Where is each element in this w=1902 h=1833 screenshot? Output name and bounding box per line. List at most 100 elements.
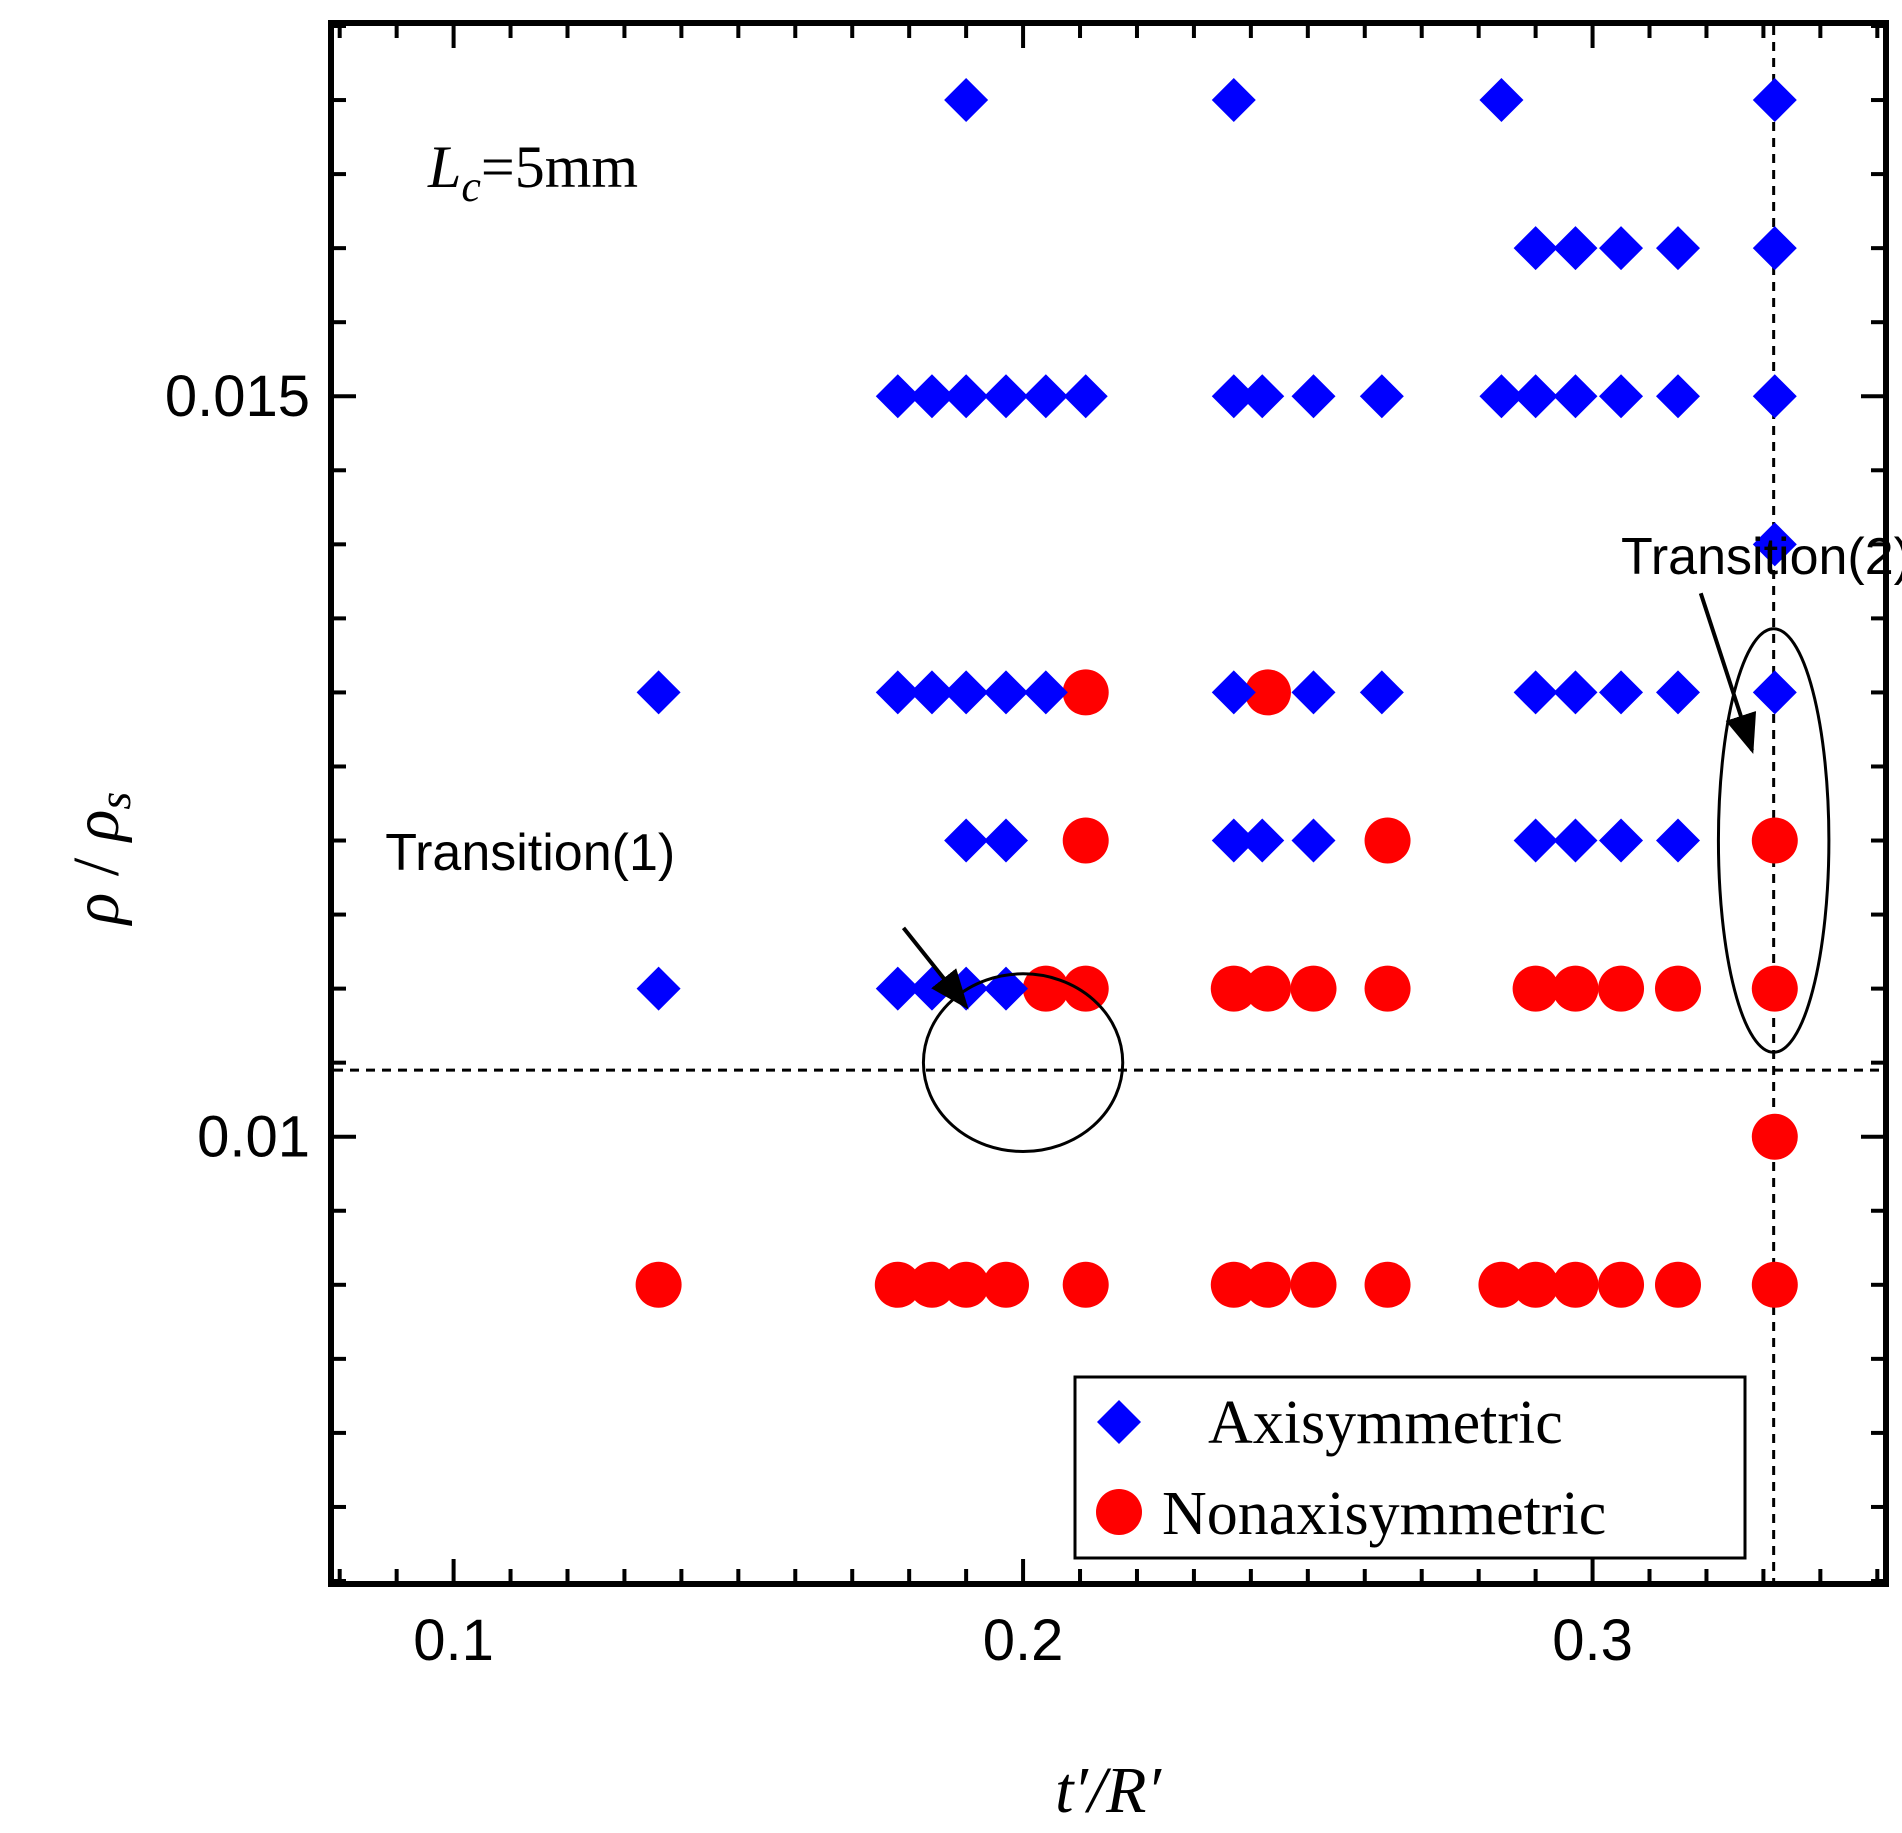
axisymmetric-point — [1655, 226, 1700, 271]
axisymmetric-point — [1752, 78, 1797, 123]
nonaxisymmetric-point — [1210, 1261, 1257, 1308]
nonaxisymmetric-point — [1512, 965, 1559, 1012]
axisymmetric-point — [1211, 374, 1256, 419]
axisymmetric-point — [1655, 670, 1700, 715]
y-tick-label: 0.01 — [197, 1105, 310, 1170]
axisymmetric-point — [1599, 818, 1644, 863]
legend-marker-nonaxisymmetric — [1096, 1489, 1142, 1535]
transition-1-label: Transition(1) — [385, 824, 675, 882]
axisymmetric-point — [1023, 374, 1068, 419]
axisymmetric-point — [1655, 374, 1700, 419]
plot-frame — [328, 20, 1889, 1587]
nonaxisymmetric-point — [1062, 817, 1109, 864]
axisymmetric-point — [1513, 226, 1558, 271]
nonaxisymmetric-point — [1654, 1261, 1701, 1308]
tick-marks — [334, 24, 1883, 1583]
nonaxisymmetric-point — [1364, 817, 1411, 864]
nonaxisymmetric-point — [982, 1261, 1029, 1308]
nonaxisymmetric-point — [1364, 1261, 1411, 1308]
axisymmetric-point — [1752, 670, 1797, 715]
axisymmetric-point — [1599, 226, 1644, 271]
nonaxisymmetric-point — [1598, 1261, 1645, 1308]
axisymmetric-point — [1599, 670, 1644, 715]
nonaxisymmetric-point — [1062, 669, 1109, 716]
axisymmetric-point — [1211, 78, 1256, 123]
transition-1-ellipse — [921, 972, 1125, 1154]
axisymmetric-point — [1513, 818, 1558, 863]
transition-2-arrow — [1698, 592, 1757, 754]
axisymmetric-point — [1211, 670, 1256, 715]
y-axis-title: ρ / ρs — [60, 792, 140, 927]
axisymmetric-point — [1553, 818, 1598, 863]
axisymmetric-point — [944, 78, 989, 123]
legend: Axisymmetric Nonaxisymmetric — [1073, 1375, 1747, 1560]
axisymmetric-point — [909, 374, 954, 419]
nonaxisymmetric-point — [1062, 965, 1109, 1012]
nonaxisymmetric-point — [1598, 965, 1645, 1012]
axisymmetric-point — [875, 966, 920, 1011]
axisymmetric-point — [1291, 818, 1336, 863]
axisymmetric-point — [1359, 670, 1404, 715]
axisymmetric-point — [1655, 818, 1700, 863]
x-axis-title: t′/R′ — [1055, 1754, 1162, 1827]
nonaxisymmetric-point — [1512, 1261, 1559, 1308]
nonaxisymmetric-point — [1751, 965, 1798, 1012]
axisymmetric-point — [1291, 374, 1336, 419]
nonaxisymmetric-point — [1751, 817, 1798, 864]
axisymmetric-point — [875, 374, 920, 419]
nonaxisymmetric-point — [1244, 669, 1291, 716]
transition-2-ellipse — [1716, 627, 1831, 1054]
data-points — [635, 78, 1798, 1308]
x-tick-label: 0.2 — [983, 1608, 1064, 1673]
nonaxisymmetric-point — [635, 1261, 682, 1308]
axisymmetric-point — [1553, 226, 1598, 271]
axisymmetric-point — [1291, 670, 1336, 715]
transition-2-label: Transition(2) — [1621, 528, 1902, 586]
nonaxisymmetric-point — [943, 1261, 990, 1308]
axisymmetric-point — [1023, 670, 1068, 715]
nonaxisymmetric-point — [1244, 965, 1291, 1012]
axisymmetric-point — [1553, 670, 1598, 715]
axisymmetric-point — [944, 670, 989, 715]
axisymmetric-point — [1513, 374, 1558, 419]
reference-lines — [334, 26, 1883, 1581]
nonaxisymmetric-point — [874, 1261, 921, 1308]
axisymmetric-point — [1211, 818, 1256, 863]
condition-label: Lc=5mm — [427, 134, 638, 211]
nonaxisymmetric-point — [1210, 965, 1257, 1012]
axisymmetric-point — [1240, 374, 1285, 419]
legend-label-axisymmetric: Axisymmetric — [1208, 1389, 1563, 1457]
nonaxisymmetric-point — [1364, 965, 1411, 1012]
axisymmetric-point — [983, 670, 1028, 715]
axisymmetric-point — [1479, 78, 1524, 123]
axisymmetric-point — [944, 374, 989, 419]
axisymmetric-point — [1513, 670, 1558, 715]
nonaxisymmetric-point — [1751, 1261, 1798, 1308]
legend-box — [1073, 1375, 1747, 1560]
legend-marker-axisymmetric — [1097, 1400, 1141, 1444]
nonaxisymmetric-point — [1244, 1261, 1291, 1308]
nonaxisymmetric-point — [908, 1261, 955, 1308]
nonaxisymmetric-point — [1552, 965, 1599, 1012]
axisymmetric-point — [1359, 374, 1404, 419]
axisymmetric-point — [636, 670, 681, 715]
axisymmetric-point — [636, 966, 681, 1011]
nonaxisymmetric-point — [1022, 965, 1069, 1012]
axisymmetric-point — [1063, 374, 1108, 419]
y-tick-label: 0.015 — [165, 364, 310, 429]
transition-1-arrow — [901, 926, 969, 1010]
nonaxisymmetric-point — [1478, 1261, 1525, 1308]
axisymmetric-point — [983, 818, 1028, 863]
axisymmetric-point — [1240, 818, 1285, 863]
axisymmetric-point — [1752, 374, 1797, 419]
axisymmetric-point — [1599, 374, 1644, 419]
nonaxisymmetric-point — [1751, 1113, 1798, 1160]
x-tick-label: 0.1 — [413, 1608, 494, 1673]
axisymmetric-point — [944, 818, 989, 863]
nonaxisymmetric-point — [1290, 965, 1337, 1012]
axisymmetric-point — [1553, 374, 1598, 419]
x-tick-label: 0.3 — [1552, 1608, 1633, 1673]
nonaxisymmetric-point — [1552, 1261, 1599, 1308]
axisymmetric-point — [1752, 226, 1797, 271]
